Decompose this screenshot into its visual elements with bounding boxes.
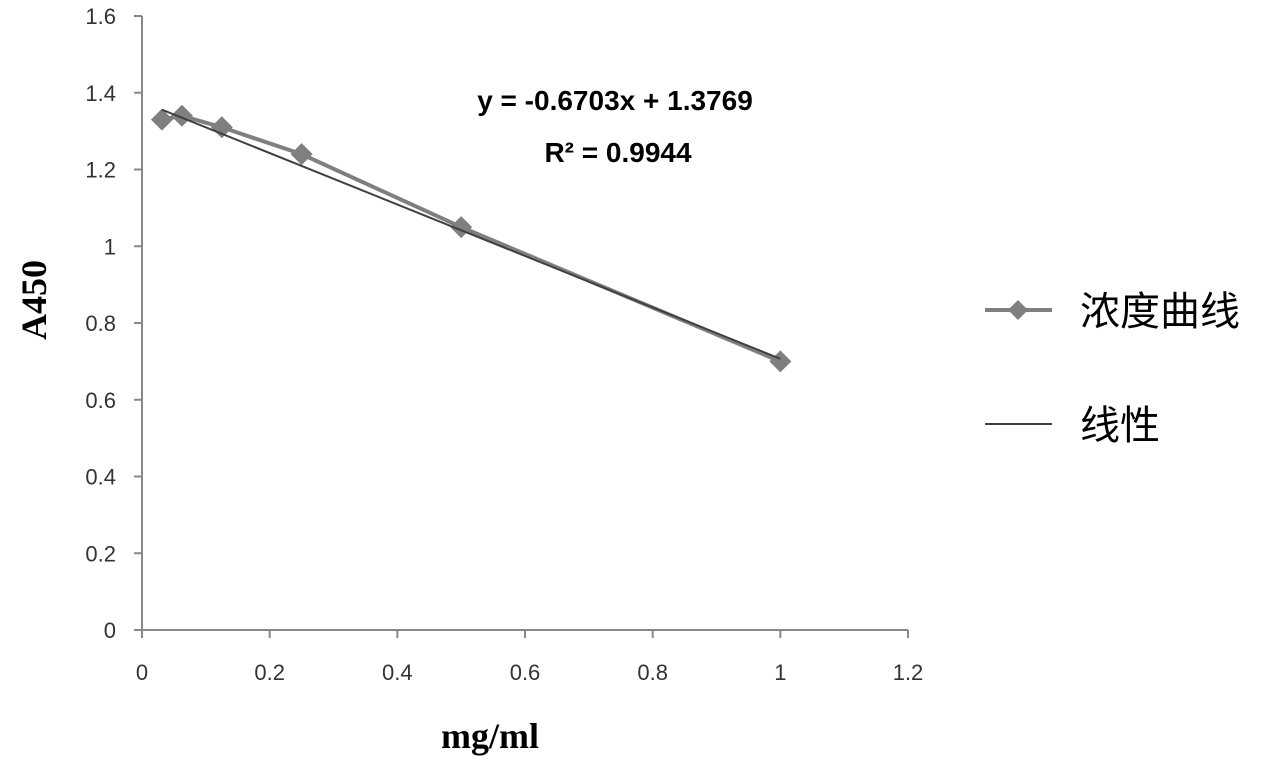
trendline-r-squared: R² = 0.9944	[544, 137, 692, 168]
y-tick-label: 1	[104, 234, 116, 259]
y-tick-label: 0.2	[85, 541, 116, 566]
x-ticks: 0 0.2 0.4 0.6 0.8 1 1.2	[136, 630, 923, 685]
data-point	[171, 105, 193, 127]
legend-label-series: 浓度曲线	[1080, 289, 1240, 335]
legend: 浓度曲线 线性	[985, 289, 1240, 449]
legend-swatch-marker	[1008, 300, 1028, 320]
y-tick-label: 0	[104, 618, 116, 643]
trendline-equation: y = -0.6703x + 1.3769	[477, 85, 753, 116]
x-tick-label: 1.2	[893, 660, 924, 685]
x-tick-label: 0	[136, 660, 148, 685]
y-tick-label: 0.4	[85, 465, 116, 490]
y-axis-title: A450	[14, 260, 54, 340]
x-tick-label: 0.2	[254, 660, 285, 685]
legend-label-trendline: 线性	[1080, 403, 1160, 449]
legend-item-concentration-curve: 浓度曲线	[985, 289, 1240, 335]
x-axis-title: mg/ml	[441, 716, 539, 756]
x-tick-label: 0.4	[382, 660, 413, 685]
y-tick-label: 1.6	[85, 4, 116, 29]
y-tick-label: 0.8	[85, 311, 116, 336]
x-tick-label: 0.8	[637, 660, 668, 685]
y-tick-label: 0.6	[85, 388, 116, 413]
y-tick-label: 1.2	[85, 158, 116, 183]
legend-item-linear: 线性	[985, 403, 1160, 449]
y-tick-label: 1.4	[85, 81, 116, 106]
x-tick-label: 1	[774, 660, 786, 685]
data-point	[769, 350, 791, 372]
x-tick-label: 0.6	[510, 660, 541, 685]
data-point	[211, 116, 233, 138]
y-ticks: 0 0.2 0.4 0.6 0.8 1 1.2 1.4 1.6	[85, 4, 142, 643]
